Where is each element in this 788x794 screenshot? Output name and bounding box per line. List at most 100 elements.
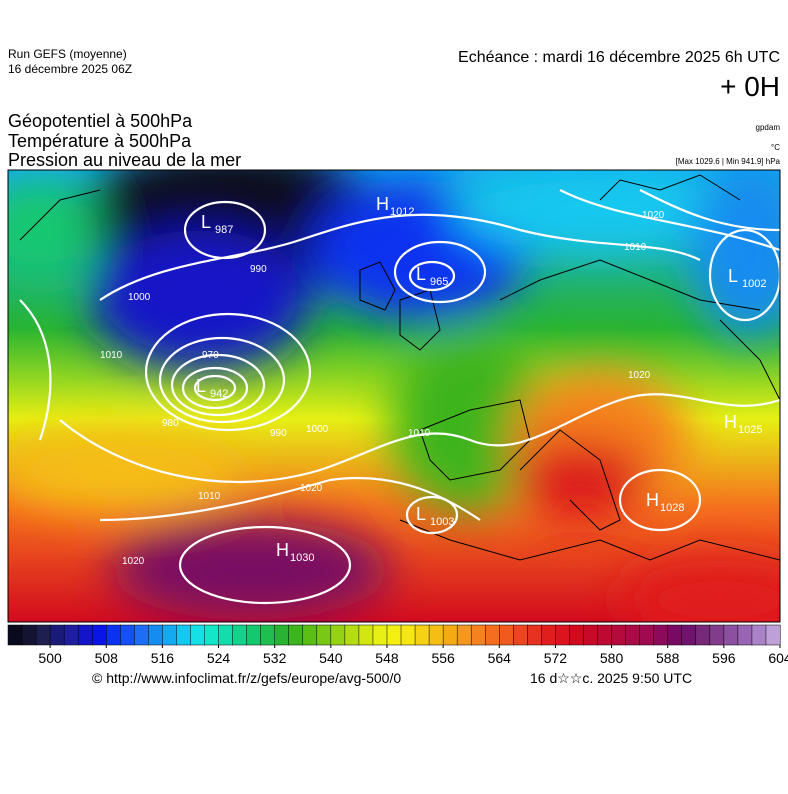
center-value: 1030 <box>290 552 314 564</box>
unit-label: [Max 1029.6 | Min 941.9] hPa <box>676 157 781 166</box>
colorbar-swatch <box>709 624 725 646</box>
colorbar-swatch <box>91 624 107 646</box>
colorbar-swatch <box>597 624 613 646</box>
field-label: Pression au niveau de la mer <box>8 150 241 170</box>
colorbar-swatch <box>260 624 276 646</box>
colorbar-swatch <box>695 624 711 646</box>
colorbar-tick-label: 580 <box>600 650 624 666</box>
field-label: Température à 500hPa <box>8 131 192 151</box>
colorbar-swatch <box>246 624 262 646</box>
colorbar-swatch <box>611 624 627 646</box>
isobar-label: 990 <box>250 264 267 275</box>
colorbar-swatch <box>63 624 79 646</box>
center-value: 1002 <box>742 278 766 290</box>
colorbar-swatch <box>681 624 697 646</box>
coastlines <box>19 174 780 561</box>
colorbar-tick-label: 524 <box>207 650 231 666</box>
colorbar-swatch <box>358 624 374 646</box>
colorbar-tick-label: 604 <box>768 650 788 666</box>
colorbar-swatch <box>148 624 163 646</box>
colorbar-swatch <box>400 624 416 646</box>
colorbar-tick-label: 588 <box>656 650 680 666</box>
map <box>8 170 780 622</box>
colorbar-tick-label: 556 <box>431 650 455 666</box>
colorbar-swatch <box>372 624 388 646</box>
colorbar-swatch <box>499 624 514 646</box>
colorbar-swatch <box>7 624 23 646</box>
colorbar-swatch <box>134 624 149 646</box>
colorbar-swatch <box>723 624 739 646</box>
colorbar-swatch <box>414 624 430 646</box>
colorbar-tick-label: 596 <box>712 650 736 666</box>
colorbar-swatch <box>316 624 332 646</box>
colorbar-swatch <box>428 624 444 646</box>
colorbar-swatch <box>190 624 206 646</box>
center-kind: L <box>728 266 738 286</box>
isobar-label: 1020 <box>300 483 323 494</box>
colorbar-swatch <box>106 624 121 646</box>
colorbar-swatch <box>218 624 234 646</box>
colorbar-swatch <box>232 624 248 646</box>
colorbar-swatch <box>583 624 599 646</box>
colorbar-swatch <box>49 624 65 646</box>
colorbar-swatch <box>527 624 542 646</box>
colorbar: 500 508 516 524 532 540 548 556 564 572 580 588 596 6… <box>7 624 788 666</box>
colorbar-swatch <box>470 624 486 646</box>
source: © http://www.infoclimat.fr/z/gefs/europe… <box>92 670 401 686</box>
center-kind: H <box>724 412 737 432</box>
colorbar-swatch <box>21 624 37 646</box>
colorbar-tick-label: 500 <box>38 650 62 666</box>
center-kind: H <box>276 540 289 560</box>
colorbar-tick-label: 572 <box>544 650 568 666</box>
isobar-label: 1020 <box>628 370 651 381</box>
center-kind: L <box>196 376 206 396</box>
colorbar-swatch <box>204 624 220 646</box>
colorbar-swatch <box>162 624 177 646</box>
center-value: 1003 <box>430 516 454 528</box>
colorbar-tick-label: 540 <box>319 650 343 666</box>
echeance: Echéance : mardi 16 décembre 2025 6h UTC <box>458 49 780 66</box>
colorbar-swatch <box>541 624 556 646</box>
colorbar-swatch <box>386 624 402 646</box>
center-kind: L <box>416 504 426 524</box>
colorbar-swatch <box>120 624 135 646</box>
colorbar-swatch <box>77 624 93 646</box>
center-value: 1028 <box>660 502 684 514</box>
colorbar-swatch <box>667 624 683 646</box>
colorbar-swatch <box>176 624 192 646</box>
isobar-label: 980 <box>162 418 179 429</box>
isobar-label: 1000 <box>306 424 329 435</box>
center-value: 942 <box>210 388 228 400</box>
colorbar-swatch <box>513 624 528 646</box>
colorbar-swatch <box>302 624 318 646</box>
colorbar-swatch <box>35 624 51 646</box>
center-value: 987 <box>215 224 233 236</box>
colorbar-swatch <box>625 624 641 646</box>
run-date: 16 décembre 2025 06Z <box>8 62 132 76</box>
isobar-label: 1000 <box>128 292 151 303</box>
isobar-label: 990 <box>270 428 287 439</box>
colorbar-tick-label: 564 <box>488 650 512 666</box>
isobar-label: 1020 <box>122 556 145 567</box>
isobar-label: 1020 <box>642 210 665 221</box>
center-kind: L <box>416 264 426 284</box>
field-label: Géopotentiel à 500hPa <box>8 111 193 131</box>
isobar-label: 970 <box>202 350 219 361</box>
colorbar-swatch <box>288 624 304 646</box>
center-kind: H <box>646 490 659 510</box>
colorbar-swatch <box>765 624 781 646</box>
colorbar-swatch <box>751 624 767 646</box>
colorbar-swatch <box>274 624 290 646</box>
colorbar-swatch <box>442 624 458 646</box>
center-value: 965 <box>430 276 448 288</box>
colorbar-swatch <box>344 624 360 646</box>
isobar-label: 1010 <box>408 428 431 439</box>
colorbar-swatch <box>555 624 571 646</box>
timestamp: 16 d☆☆c. 2025 9:50 UTC <box>530 670 692 686</box>
colorbar-swatch <box>737 624 753 646</box>
map-frame <box>7 169 781 623</box>
colorbar-swatch <box>484 624 500 646</box>
colorbar-swatch <box>330 624 346 646</box>
